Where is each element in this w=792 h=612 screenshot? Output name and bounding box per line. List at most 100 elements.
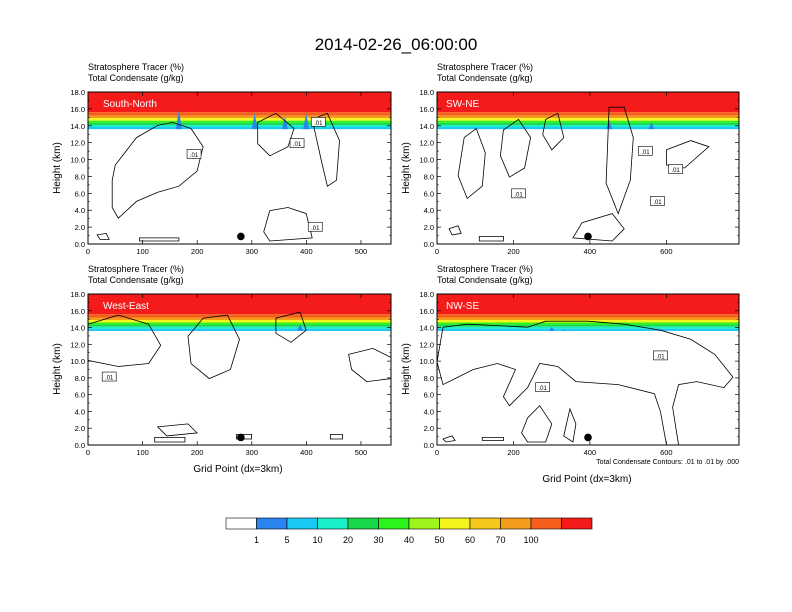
colorbar-label: 40	[404, 535, 414, 545]
y-tick-label: 12.0	[419, 139, 434, 148]
colorbar-label: 20	[343, 535, 353, 545]
panel-title-line2: Total Condensate (g/kg)	[88, 73, 184, 83]
colorbar: 1 5 10 20 30 40 50 60 70 100	[225, 517, 593, 545]
tracer-band	[437, 118, 739, 121]
y-tick-label: 10.0	[70, 357, 85, 366]
condensate-contour	[457, 127, 486, 200]
x-tick-label: 200	[191, 247, 204, 256]
figure-title: 2014-02-26_06:00:00	[315, 35, 478, 54]
tracer-band	[437, 92, 739, 113]
condensate-contour	[666, 140, 710, 169]
tracer-band	[437, 122, 739, 125]
panel-nw-se: Stratosphere Tracer (%) Total Condensate…	[401, 264, 740, 485]
colorbar-label: 1	[254, 535, 259, 545]
colorbar-label: 60	[465, 535, 475, 545]
tracer-intrusion	[281, 116, 288, 130]
tracer-intrusion	[297, 324, 304, 331]
x-axis-label: Grid Point (dx=3km)	[193, 464, 282, 475]
y-axis-label: Height (km)	[52, 343, 63, 395]
condensate-contour	[111, 121, 204, 219]
y-tick-label: 8.0	[424, 374, 434, 383]
colorbar-swatch	[256, 517, 288, 530]
panel-title-line2: Total Condensate (g/kg)	[437, 275, 533, 285]
x-tick-label: 500	[355, 448, 368, 457]
x-tick-label: 0	[435, 247, 439, 256]
condensate-contour	[275, 311, 307, 343]
colorbar-swatch	[439, 517, 471, 530]
y-tick-label: 6.0	[75, 391, 85, 400]
condensate-contour	[311, 112, 340, 187]
condensate-contour	[605, 106, 634, 215]
tracer-band	[437, 317, 739, 321]
tracer-band	[437, 115, 739, 119]
location-marker	[237, 433, 245, 442]
y-tick-label: 16.0	[70, 307, 85, 316]
contour-label-box	[511, 188, 526, 199]
y-tick-label: 14.0	[419, 122, 434, 131]
tracer-band	[437, 324, 739, 327]
contour-label: .01	[314, 121, 323, 127]
condensate-contour	[481, 437, 504, 441]
y-axis-label: Height (km)	[401, 142, 412, 194]
y-tick-label: 18.0	[419, 88, 434, 97]
tracer-intrusion	[648, 122, 655, 130]
panel-title-line1: Stratosphere Tracer (%)	[437, 62, 533, 72]
x-tick-label: 0	[435, 448, 439, 457]
contour-label-box	[289, 138, 305, 148]
y-tick-label: 2.0	[75, 223, 85, 232]
y-tick-label: 8.0	[75, 172, 85, 181]
contour-label-box	[101, 371, 117, 382]
tracer-band	[437, 328, 739, 331]
panel-title-line2: Total Condensate (g/kg)	[437, 73, 533, 83]
condensate-contour	[448, 225, 462, 236]
contour-label-box	[310, 117, 326, 127]
colorbar-swatch	[317, 517, 349, 530]
plot-area: .01 .01 0.0 2.0 4.0 6.0 8.0 10.0 12.0 14.0 16.0 18.…	[419, 290, 740, 457]
y-tick-label: 0.0	[75, 441, 85, 450]
panel-label: West-East	[103, 301, 149, 312]
colorbar-swatch	[500, 517, 532, 530]
tracer-band	[88, 314, 391, 318]
colorbar-swatch	[347, 517, 379, 530]
colorbar-label: 50	[434, 535, 444, 545]
y-tick-label: 16.0	[419, 105, 434, 114]
x-tick-label: 500	[355, 247, 368, 256]
y-tick-label: 18.0	[70, 290, 85, 299]
tracer-band	[88, 326, 391, 329]
x-tick-label: 100	[136, 448, 149, 457]
y-tick-label: 0.0	[424, 240, 434, 249]
condensate-contour	[330, 434, 343, 440]
y-tick-label: 10.0	[419, 156, 434, 165]
contour-label: .01	[656, 354, 665, 360]
colorbar-label: 100	[523, 535, 538, 545]
panel-title-line1: Stratosphere Tracer (%)	[88, 264, 184, 274]
tracer-band	[88, 324, 391, 327]
condensate-contour	[257, 112, 295, 157]
y-tick-label: 18.0	[419, 290, 434, 299]
tracer-band	[88, 112, 391, 116]
y-tick-label: 12.0	[419, 340, 434, 349]
location-marker	[584, 433, 592, 442]
x-tick-label: 600	[660, 448, 673, 457]
tracer-band	[88, 124, 391, 128]
tracer-band	[88, 317, 391, 321]
contour-label: .01	[105, 376, 114, 382]
y-tick-label: 4.0	[75, 206, 85, 215]
y-tick-label: 2.0	[424, 223, 434, 232]
panel-label: NW-SE	[446, 301, 479, 312]
y-tick-label: 4.0	[75, 407, 85, 416]
panel-sw-ne: Stratosphere Tracer (%) Total Condensate…	[401, 62, 740, 256]
panel-south-north: Stratosphere Tracer (%) Total Condensate…	[52, 62, 392, 256]
panel-label: SW-NE	[446, 99, 479, 110]
contour-label-box	[638, 145, 653, 156]
x-tick-label: 0	[86, 448, 90, 457]
y-tick-label: 2.0	[75, 424, 85, 433]
condensate-contour	[563, 407, 577, 443]
contour-footnote: Total Condensate Contours: .01 to .01 by…	[596, 459, 739, 466]
x-axis-label: Grid Point (dx=3km)	[542, 474, 631, 485]
y-tick-label: 14.0	[419, 324, 434, 333]
condensate-contour	[572, 213, 625, 242]
y-tick-label: 12.0	[70, 139, 85, 148]
colorbar-swatch	[225, 517, 257, 530]
contour-label-box	[307, 221, 323, 232]
